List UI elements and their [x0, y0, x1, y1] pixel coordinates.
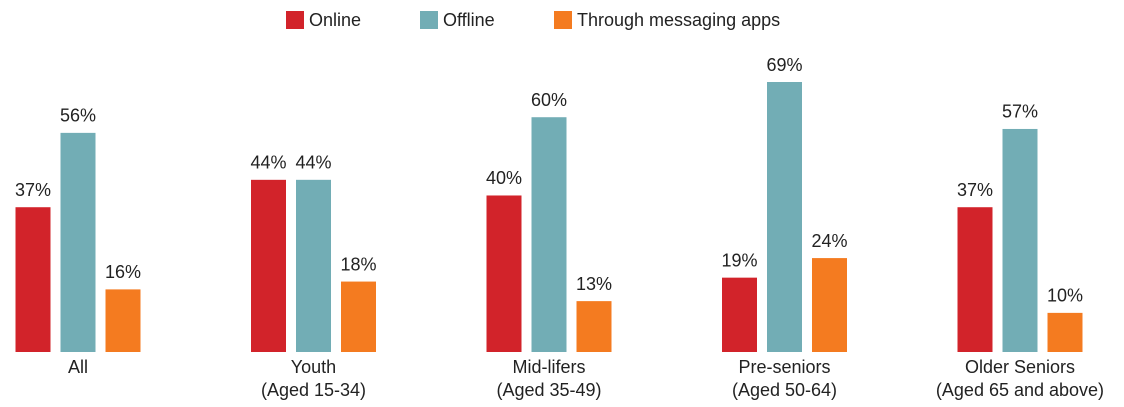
bar: [722, 277, 757, 352]
data-label: 10%: [1047, 286, 1083, 306]
data-label: 60%: [531, 90, 567, 110]
data-label: 57%: [1002, 102, 1038, 122]
bar: [812, 258, 847, 352]
data-label: 56%: [60, 106, 96, 126]
legend-label: Through messaging apps: [577, 10, 780, 30]
legend-swatch: [286, 11, 304, 29]
bar: [531, 117, 567, 352]
bar: [15, 207, 51, 352]
data-label: 18%: [340, 254, 376, 274]
bar: [576, 301, 612, 352]
data-label: 37%: [15, 180, 51, 200]
x-tick-label: Older Seniors (Aged 65 and above): [936, 357, 1104, 400]
legend-swatch: [554, 11, 572, 29]
x-tick-label: Mid-lifers (Aged 35-49): [496, 357, 601, 400]
bar: [1047, 312, 1083, 352]
data-label: 44%: [295, 153, 331, 173]
data-label: 16%: [105, 262, 141, 282]
data-label: 13%: [576, 274, 612, 294]
bar: [767, 82, 802, 352]
x-tick-label: All: [68, 357, 88, 377]
bar: [341, 281, 376, 352]
data-label: 37%: [957, 180, 993, 200]
legend-label: Online: [309, 10, 361, 30]
bar: [486, 195, 522, 352]
x-tick-label: Pre-seniors (Aged 50-64): [732, 357, 837, 400]
data-label: 69%: [766, 55, 802, 75]
legend-swatch: [420, 11, 438, 29]
legend-label: Offline: [443, 10, 495, 30]
bar: [296, 179, 331, 352]
data-label: 44%: [250, 153, 286, 173]
bar: [60, 132, 96, 352]
x-tick-label: Youth (Aged 15-34): [261, 357, 366, 400]
data-label: 40%: [486, 168, 522, 188]
data-label: 24%: [811, 231, 847, 251]
bar: [105, 289, 141, 352]
bar: [1002, 128, 1038, 352]
bar: [251, 179, 286, 352]
bar: [957, 207, 993, 352]
data-label: 19%: [721, 250, 757, 270]
